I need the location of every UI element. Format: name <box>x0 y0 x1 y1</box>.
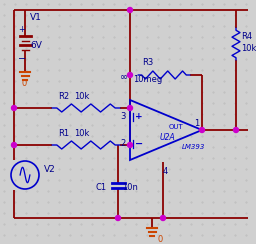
Text: 10meg: 10meg <box>133 75 163 84</box>
Text: 10n: 10n <box>122 183 138 192</box>
Text: R1: R1 <box>58 129 69 138</box>
Text: −: − <box>18 54 26 64</box>
Circle shape <box>12 105 16 111</box>
Text: C1: C1 <box>96 183 107 192</box>
Text: 6V: 6V <box>30 41 42 51</box>
Circle shape <box>127 142 133 148</box>
Text: 1: 1 <box>194 119 200 128</box>
Circle shape <box>233 128 239 132</box>
Circle shape <box>199 128 205 132</box>
Text: ∞: ∞ <box>120 72 128 82</box>
Text: +: + <box>135 112 143 121</box>
Text: 10k: 10k <box>74 92 89 101</box>
Text: 0: 0 <box>21 80 26 89</box>
Text: R3: R3 <box>142 58 154 67</box>
Circle shape <box>161 215 165 221</box>
Text: OUT: OUT <box>169 124 184 130</box>
Text: −: − <box>135 139 143 149</box>
Text: R2: R2 <box>58 92 69 101</box>
Text: +: + <box>18 25 25 34</box>
Text: V1: V1 <box>30 13 42 22</box>
Circle shape <box>127 8 133 12</box>
Circle shape <box>127 72 133 78</box>
Text: U2A: U2A <box>159 133 175 142</box>
Text: 10k: 10k <box>241 44 256 53</box>
Circle shape <box>115 215 121 221</box>
Text: 10k: 10k <box>74 129 89 138</box>
Text: 4: 4 <box>162 167 168 176</box>
Text: LM393: LM393 <box>182 144 205 150</box>
Text: 0: 0 <box>158 235 163 244</box>
Circle shape <box>127 105 133 111</box>
Text: 3: 3 <box>120 112 126 121</box>
Text: 2: 2 <box>120 139 126 148</box>
Circle shape <box>12 142 16 148</box>
Text: R4: R4 <box>241 32 252 41</box>
Text: V2: V2 <box>44 165 56 174</box>
